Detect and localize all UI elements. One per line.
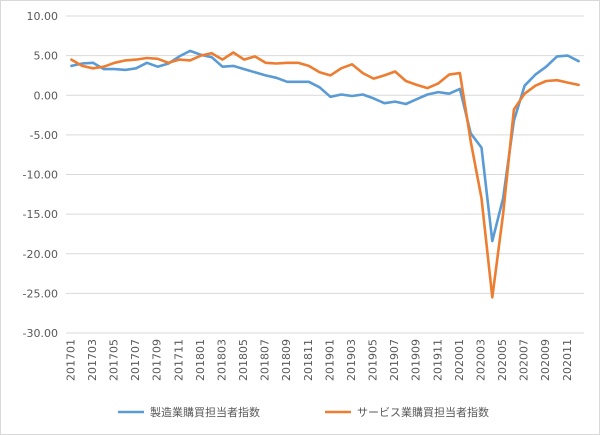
x-tick-label: 201909 — [410, 339, 423, 381]
x-tick-label: 201703 — [86, 339, 99, 381]
x-tick-label: 201911 — [431, 339, 444, 381]
legend-label-2: サービス業購買担当者指数 — [357, 405, 489, 419]
x-tick-label: 201805 — [237, 339, 250, 381]
x-tick-label: 201705 — [108, 339, 121, 381]
x-tick-label: 201701 — [64, 339, 77, 381]
legend-label-1: 製造業購買担当者指数 — [150, 405, 260, 419]
y-tick-label: 5.00 — [34, 50, 59, 63]
x-tick-label: 201811 — [302, 339, 315, 381]
y-tick-label: -20.00 — [23, 248, 58, 261]
series-line-1 — [70, 49, 580, 243]
x-tick-label: 201807 — [259, 339, 272, 381]
x-tick-label: 201711 — [172, 339, 185, 381]
series-line-2 — [70, 51, 580, 299]
y-tick-label: 10.00 — [27, 10, 59, 23]
x-tick-label: 201707 — [129, 339, 142, 381]
x-tick-label: 201709 — [151, 339, 164, 381]
x-tick-label: 202007 — [518, 339, 531, 381]
y-tick-label: -5.00 — [30, 129, 58, 142]
x-tick-label: 201809 — [280, 339, 293, 381]
y-axis-ticks: 10.00 5.00 0.00 -5.00 -10.00 -15.00 -20.00 -25.… — [23, 10, 58, 340]
y-tick-label: 0.00 — [34, 89, 59, 102]
series-lines — [70, 49, 580, 299]
x-tick-label: 201903 — [345, 339, 358, 381]
x-tick-label: 201801 — [194, 339, 207, 381]
x-tick-label: 201803 — [215, 339, 228, 381]
x-tick-label: 202011 — [561, 339, 574, 381]
x-tick-label: 202005 — [496, 339, 509, 381]
y-tick-label: -15.00 — [23, 208, 58, 221]
legend: 製造業購買担当者指数 サービス業購買担当者指数 — [118, 405, 489, 419]
x-tick-label: 202001 — [453, 339, 466, 381]
x-tick-label: 201907 — [388, 339, 401, 381]
x-tick-label: 202009 — [539, 339, 552, 381]
x-axis-ticks: 201701 201703 201705 201707 201709 201711 2018… — [64, 339, 573, 381]
y-tick-label: -30.00 — [23, 327, 58, 340]
x-tick-label: 201905 — [367, 339, 380, 381]
x-tick-label: 201901 — [323, 339, 336, 381]
x-tick-label: 202003 — [474, 339, 487, 381]
y-tick-label: -25.00 — [23, 287, 58, 300]
y-tick-label: -10.00 — [23, 169, 58, 182]
